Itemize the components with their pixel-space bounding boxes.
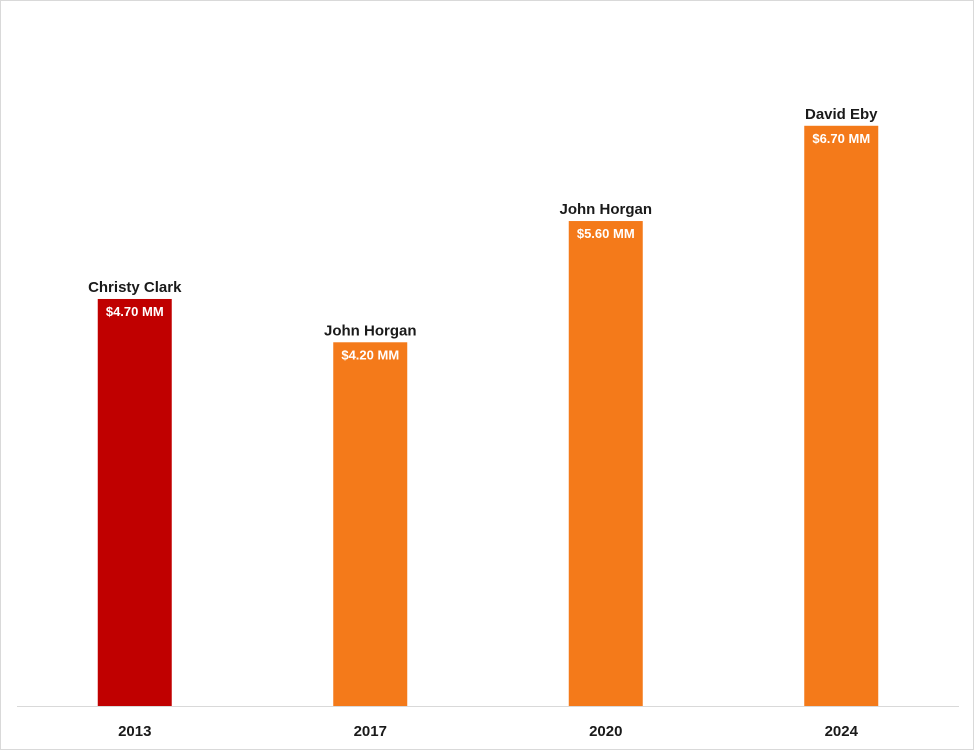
bar-2013 [97, 298, 172, 706]
bars-layer [97, 125, 879, 707]
data-label-2020: $5.60 MM [577, 226, 635, 241]
annotation-2013: Christy Clark [88, 279, 182, 296]
x-tick-label-2024: 2024 [825, 723, 859, 740]
data-label-2024: $6.70 MM [812, 131, 870, 146]
annotation-2024: David Eby [805, 106, 878, 123]
annotation-2017: John Horgan [324, 322, 417, 339]
bar-2024 [804, 125, 879, 706]
x-tick-label-2020: 2020 [589, 723, 622, 740]
data-label-2013: $4.70 MM [106, 304, 164, 319]
bar-2017 [333, 342, 408, 706]
data-label-2017: $4.20 MM [341, 347, 399, 362]
bar-2020 [568, 221, 643, 707]
x-tick-label-2017: 2017 [354, 723, 387, 740]
x-tick-label-2013: 2013 [118, 723, 151, 740]
labels-layer: $4.70 MM Christy Clark 2013 $4.20 MM John Ho… [88, 106, 878, 740]
annotation-2020: John Horgan [560, 201, 653, 218]
